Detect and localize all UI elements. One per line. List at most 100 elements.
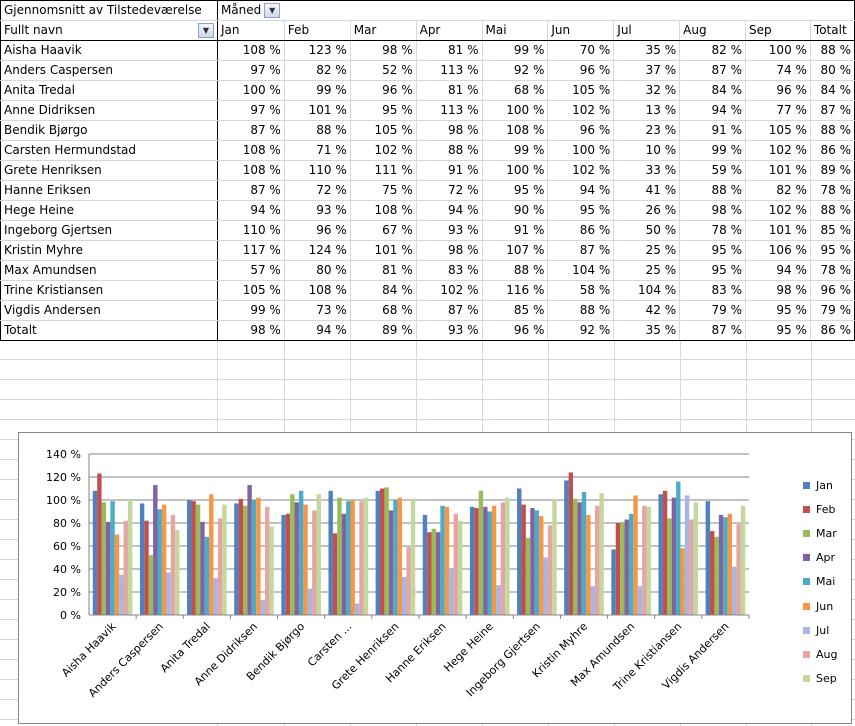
bar-jun[interactable] [633, 495, 638, 615]
bar-sep[interactable] [457, 520, 463, 615]
bar-feb[interactable] [238, 498, 243, 615]
month-header-aug[interactable]: Aug [679, 20, 747, 41]
value-cell[interactable]: 123 % [283, 40, 351, 61]
bar-jan[interactable] [658, 494, 663, 615]
value-cell[interactable]: 93 % [415, 220, 483, 241]
bar-sep[interactable] [693, 502, 699, 615]
value-cell[interactable]: 105 % [349, 120, 417, 141]
bar-mar[interactable] [667, 518, 672, 615]
value-cell[interactable]: 26 % [613, 200, 681, 221]
bar-jan[interactable] [705, 501, 711, 615]
value-cell[interactable]: 87 % [547, 240, 615, 261]
row-name[interactable]: Vigdis Andersen [0, 300, 218, 321]
value-cell[interactable]: 57 % [216, 260, 285, 281]
month-header-feb[interactable]: Feb [283, 20, 351, 41]
value-cell[interactable]: 87 % [679, 320, 747, 341]
bar-mai[interactable] [157, 509, 162, 615]
value-cell[interactable]: 52 % [349, 60, 417, 81]
month-header-jul[interactable]: Jul [613, 20, 681, 41]
row-name[interactable]: Hege Heine [0, 200, 218, 221]
value-cell[interactable]: 105 % [547, 80, 615, 101]
bar-jul[interactable] [637, 586, 643, 615]
value-cell[interactable]: 25 % [613, 240, 681, 261]
value-cell[interactable]: 81 % [415, 40, 483, 61]
value-cell[interactable]: 98 % [216, 320, 285, 341]
bar-jun[interactable] [209, 494, 214, 615]
value-cell[interactable]: 93 % [283, 200, 351, 221]
bar-jun[interactable] [161, 504, 167, 615]
value-cell[interactable]: 94 % [745, 260, 811, 281]
value-cell[interactable]: 117 % [216, 240, 285, 261]
bar-feb[interactable] [615, 523, 621, 615]
value-cell[interactable]: 95 % [679, 240, 747, 261]
bar-mai[interactable] [346, 501, 351, 615]
value-cell[interactable]: 75 % [349, 180, 417, 201]
filter-dropdown-icon[interactable]: ▼ [197, 23, 214, 38]
value-cell[interactable]: 102 % [547, 160, 615, 181]
bar-jul[interactable] [732, 566, 737, 615]
legend-item-apr[interactable]: Apr [803, 546, 837, 570]
bar-jan[interactable] [517, 488, 522, 616]
value-cell[interactable]: 94 % [283, 320, 351, 341]
bar-aug[interactable] [595, 505, 600, 615]
value-cell[interactable]: 82 % [679, 40, 747, 61]
value-cell[interactable]: 98 % [745, 280, 811, 301]
bar-mai[interactable] [251, 500, 257, 615]
bar-jul[interactable] [684, 495, 690, 615]
bar-mai[interactable] [393, 500, 398, 615]
bar-jun[interactable] [397, 497, 403, 615]
row-name[interactable]: Kristin Myhre [0, 240, 218, 261]
bar-mar[interactable] [195, 504, 201, 615]
bar-sep[interactable] [740, 505, 746, 615]
value-cell[interactable]: 95 % [481, 180, 549, 201]
row-name[interactable]: Totalt [0, 320, 218, 341]
value-cell[interactable]: 37 % [613, 60, 681, 81]
month-header-jan[interactable]: Jan [216, 20, 285, 41]
value-cell[interactable]: 96 % [547, 60, 615, 81]
bar-feb[interactable] [97, 473, 102, 615]
row-total-cell[interactable]: 88 % [809, 120, 855, 141]
value-cell[interactable]: 96 % [481, 320, 549, 341]
value-cell[interactable]: 98 % [415, 240, 483, 261]
value-cell[interactable]: 86 % [547, 220, 615, 241]
bar-apr[interactable] [200, 521, 205, 615]
bar-apr[interactable] [624, 519, 629, 615]
value-cell[interactable]: 102 % [547, 100, 615, 121]
bar-apr[interactable] [577, 502, 582, 615]
row-total-cell[interactable]: 80 % [809, 60, 855, 81]
bar-jun[interactable] [256, 497, 261, 615]
value-cell[interactable]: 94 % [547, 180, 615, 201]
legend-item-sep[interactable]: Sep [803, 667, 837, 691]
value-cell[interactable]: 101 % [745, 160, 811, 181]
bar-feb[interactable] [474, 508, 479, 615]
value-cell[interactable]: 94 % [216, 200, 285, 221]
bar-aug[interactable] [170, 514, 176, 615]
legend-item-mai[interactable]: Mai [803, 570, 837, 594]
value-cell[interactable]: 88 % [283, 120, 351, 141]
value-cell[interactable]: 96 % [547, 120, 615, 141]
bar-jan[interactable] [422, 514, 428, 615]
value-cell[interactable]: 98 % [415, 120, 483, 141]
value-cell[interactable]: 88 % [679, 180, 747, 201]
value-cell[interactable]: 91 % [481, 220, 549, 241]
bar-jun[interactable] [114, 534, 120, 616]
row-name[interactable]: Aisha Haavik [0, 40, 218, 61]
bar-apr[interactable] [341, 513, 347, 615]
row-total-cell[interactable]: 85 % [809, 220, 855, 241]
bar-aug[interactable] [642, 505, 647, 615]
bar-jun[interactable] [727, 513, 733, 615]
bar-jan[interactable] [281, 514, 286, 615]
value-cell[interactable]: 116 % [481, 280, 549, 301]
value-cell[interactable]: 41 % [613, 180, 681, 201]
value-cell[interactable]: 87 % [679, 60, 747, 81]
value-cell[interactable]: 91 % [415, 160, 483, 181]
bar-mar[interactable] [620, 521, 625, 615]
row-name[interactable]: Bendik Bjørgo [0, 120, 218, 141]
bar-mar[interactable] [101, 502, 106, 615]
value-cell[interactable]: 81 % [415, 80, 483, 101]
month-header-mar[interactable]: Mar [349, 20, 417, 41]
value-cell[interactable]: 105 % [745, 120, 811, 141]
bar-mar[interactable] [525, 537, 531, 615]
value-cell[interactable]: 80 % [283, 260, 351, 281]
value-cell[interactable]: 79 % [679, 300, 747, 321]
